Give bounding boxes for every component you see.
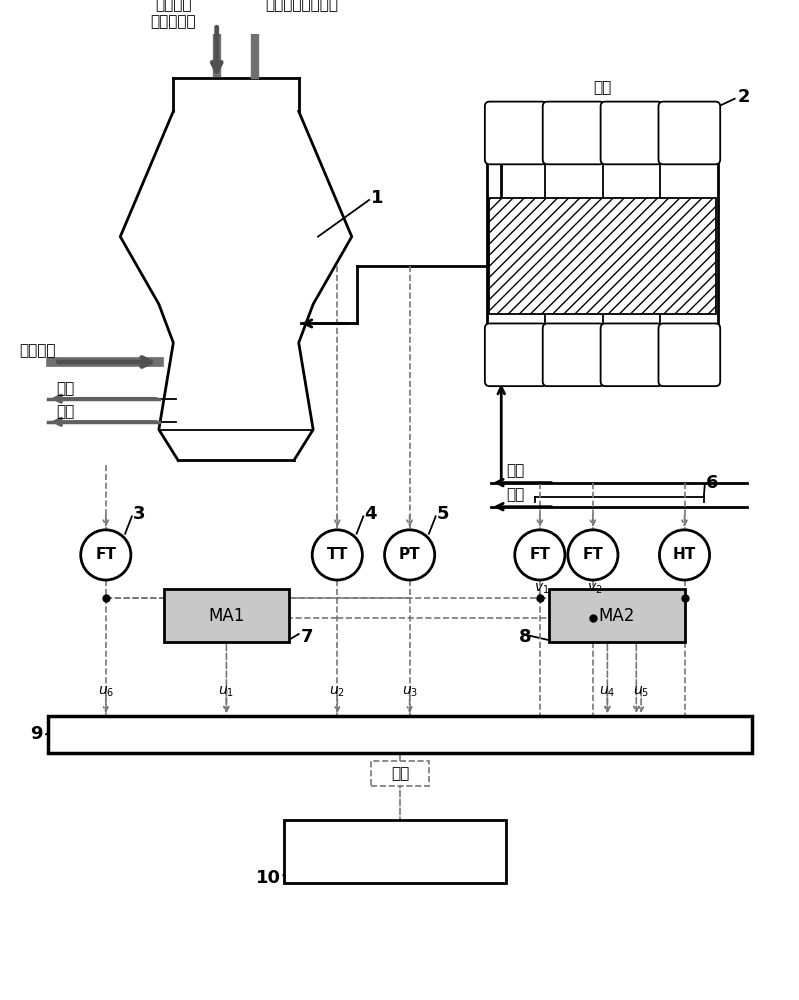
Text: 6: 6 (706, 474, 718, 492)
Text: 炭、石灰等: 炭、石灰等 (150, 14, 196, 29)
FancyBboxPatch shape (658, 102, 720, 164)
FancyBboxPatch shape (601, 323, 662, 386)
Text: MA2: MA2 (598, 607, 635, 625)
Bar (164, 589, 289, 642)
Text: HT: HT (673, 547, 696, 562)
Text: MA1: MA1 (209, 607, 244, 625)
Text: FT: FT (530, 547, 551, 562)
Text: 热风: 热风 (594, 80, 612, 95)
Text: 煤粉喷吹: 煤粉喷吹 (19, 343, 55, 358)
Bar (489, 198, 717, 314)
Text: 8: 8 (519, 628, 531, 646)
FancyBboxPatch shape (543, 323, 605, 386)
Text: 5: 5 (436, 505, 449, 523)
Text: $u_1$: $u_1$ (218, 684, 234, 699)
Text: 7: 7 (300, 628, 313, 646)
FancyBboxPatch shape (485, 323, 547, 386)
Circle shape (384, 530, 435, 580)
Text: FT: FT (95, 547, 116, 562)
Text: 出渣: 出渣 (57, 381, 75, 396)
Circle shape (312, 530, 363, 580)
Text: FT: FT (582, 547, 603, 562)
Text: $v_2$: $v_2$ (587, 581, 602, 596)
Circle shape (515, 530, 565, 580)
Text: 9: 9 (30, 725, 43, 743)
Text: $u_4$: $u_4$ (599, 684, 615, 699)
FancyBboxPatch shape (485, 102, 547, 164)
Circle shape (659, 530, 710, 580)
Text: 冷风: 冷风 (506, 463, 524, 478)
Text: 富氧: 富氧 (506, 487, 524, 502)
Text: $v_1$: $v_1$ (534, 581, 550, 596)
Text: 4: 4 (364, 505, 377, 523)
Text: 矿石、焦: 矿石、焦 (155, 0, 192, 12)
Bar (284, 820, 506, 883)
Bar (487, 106, 718, 381)
Circle shape (81, 530, 131, 580)
Text: TT: TT (327, 547, 348, 562)
FancyBboxPatch shape (543, 102, 605, 164)
Text: 出铁: 出铁 (57, 404, 75, 419)
Text: PT: PT (399, 547, 420, 562)
FancyBboxPatch shape (658, 323, 720, 386)
Text: 高炉煤气、炉尘等: 高炉煤气、炉尘等 (265, 0, 338, 12)
Text: 2: 2 (737, 88, 750, 106)
Text: $u_2$: $u_2$ (329, 684, 345, 699)
Text: 1: 1 (371, 189, 384, 207)
Circle shape (568, 530, 618, 580)
Text: 10: 10 (256, 869, 281, 887)
Bar (48, 716, 752, 753)
Text: $u_3$: $u_3$ (402, 684, 418, 699)
Text: 通讯: 通讯 (391, 766, 409, 781)
Text: $u_5$: $u_5$ (633, 684, 650, 699)
Bar (550, 589, 685, 642)
Bar (371, 761, 429, 786)
Text: 3: 3 (133, 505, 145, 523)
Text: $u_6$: $u_6$ (97, 684, 114, 699)
FancyBboxPatch shape (601, 102, 662, 164)
